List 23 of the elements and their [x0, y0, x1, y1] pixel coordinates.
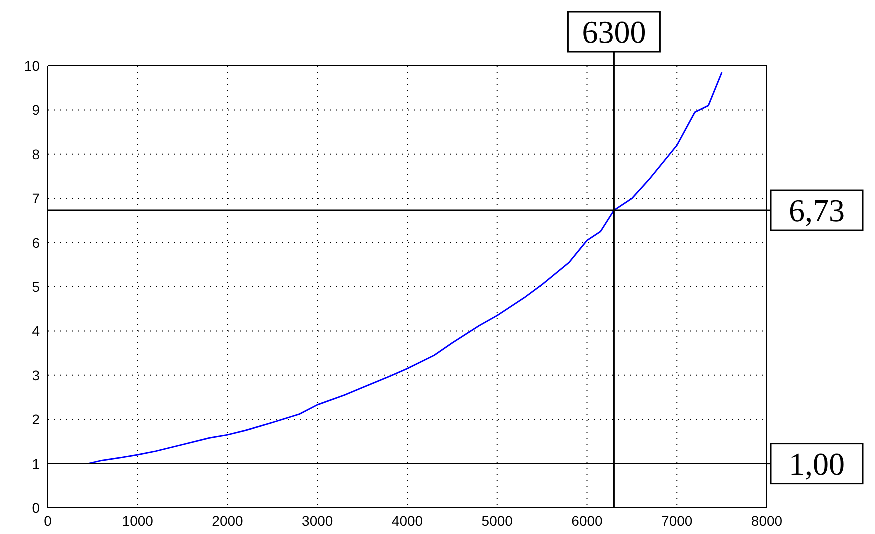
y-tick-label: 8: [32, 146, 40, 162]
y-tick-label: 0: [32, 500, 40, 516]
y-tick-label: 9: [32, 102, 40, 118]
ref-line-label: 1,00: [789, 446, 845, 482]
ref-line-label: 6300: [582, 14, 646, 50]
x-tick-label: 0: [44, 512, 52, 529]
y-tick-label: 4: [32, 323, 40, 340]
x-tick-label: 3000: [302, 512, 334, 529]
x-tick-label: 2000: [212, 512, 244, 529]
y-tick-label: 1: [32, 456, 40, 472]
y-tick-label: 6: [32, 234, 40, 251]
y-tick-label: 3: [32, 367, 40, 384]
y-tick-label: 2: [32, 412, 40, 428]
x-tick-label: 7000: [662, 512, 693, 529]
x-tick-label: 6000: [572, 512, 604, 529]
ref-line-label: 6,73: [789, 192, 845, 229]
x-tick-label: 8000: [751, 512, 783, 529]
x-tick-label: 5000: [482, 512, 514, 529]
x-tick-label: 1000: [122, 512, 154, 529]
y-tick-label: 10: [24, 58, 40, 74]
y-tick-label: 7: [32, 190, 40, 207]
y-tick-label: 5: [32, 278, 40, 295]
x-tick-label: 4000: [392, 512, 424, 529]
